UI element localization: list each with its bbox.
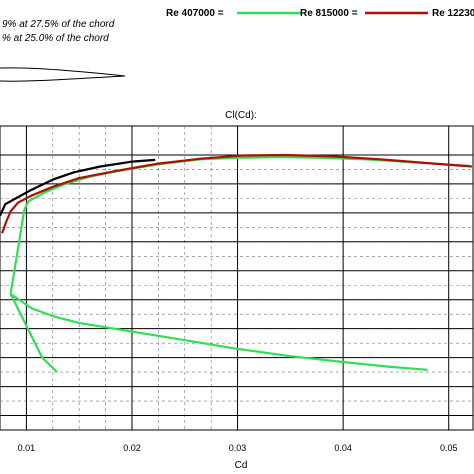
plot-frame <box>0 125 474 431</box>
header: 9% at 27.5% of the chord % at 25.0% of t… <box>2 19 115 44</box>
series-line-unnamed-3 <box>9 292 428 371</box>
airfoil-profile <box>0 67 126 82</box>
legend-label-re-815000: Re 815000 = <box>300 8 358 19</box>
x-tick-label: 0.03 <box>229 443 247 453</box>
series-line-re-815000-1 <box>1 153 472 234</box>
legend-label-re-12230: Re 12230 <box>432 8 474 19</box>
x-tick-label: 0.02 <box>123 443 141 453</box>
x-axis-label: Cd <box>235 460 248 471</box>
series-layer <box>0 153 472 373</box>
x-axis-ticks: 0.01 0.02 0.03 0.04 0.05 <box>18 443 458 453</box>
plot-area <box>0 125 474 431</box>
x-tick-label: 0.04 <box>334 443 352 453</box>
grid-major <box>0 126 473 430</box>
chart-title: Cl(Cd): <box>225 110 257 121</box>
x-tick-label: 0.05 <box>440 443 458 453</box>
x-tick-label: 0.01 <box>18 443 36 453</box>
info-line-1: 9% at 27.5% of the chord <box>2 19 115 30</box>
info-line-2: % at 25.0% of the chord <box>2 33 109 44</box>
legend-label-re-407000: Re 407000 = <box>166 8 224 19</box>
grid-minor <box>0 126 473 430</box>
series-line-re-12230-2 <box>0 158 156 217</box>
legend: Re 407000 = Re 815000 = Re 12230 <box>166 8 474 19</box>
